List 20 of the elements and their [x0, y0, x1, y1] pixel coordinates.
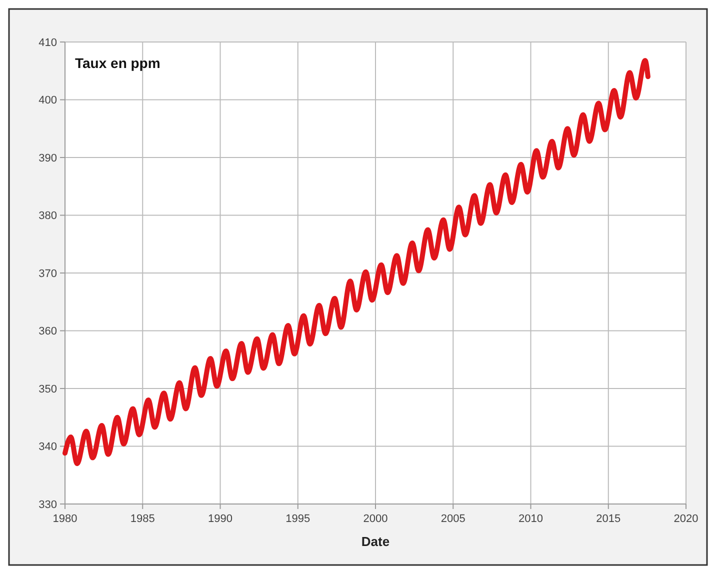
- y-tick-label: 360: [38, 326, 57, 338]
- x-tick-label: 1990: [208, 513, 232, 525]
- x-tick-label: 1980: [52, 513, 78, 525]
- x-axis-title: Date: [361, 534, 390, 549]
- y-tick-label: 340: [38, 441, 57, 454]
- x-tick-label: 1995: [286, 513, 310, 525]
- x-tick-label: 2000: [363, 513, 388, 525]
- y-tick-label: 380: [38, 210, 57, 222]
- x-tick-label: 2015: [596, 513, 621, 525]
- y-tick-label: 400: [38, 94, 57, 107]
- y-tick-label: 370: [38, 268, 57, 280]
- y-tick-label: 410: [38, 36, 57, 49]
- x-tick-label: 2010: [518, 513, 543, 525]
- x-tick-label: 2005: [440, 513, 466, 525]
- x-tick-label: 1985: [130, 513, 155, 525]
- y-tick-label: 330: [38, 498, 57, 511]
- y-tick-label: 390: [38, 152, 57, 164]
- y-axis-title: Taux en ppm: [75, 55, 160, 71]
- y-tick-label: 350: [38, 383, 57, 396]
- x-tick-label: 2020: [674, 513, 698, 525]
